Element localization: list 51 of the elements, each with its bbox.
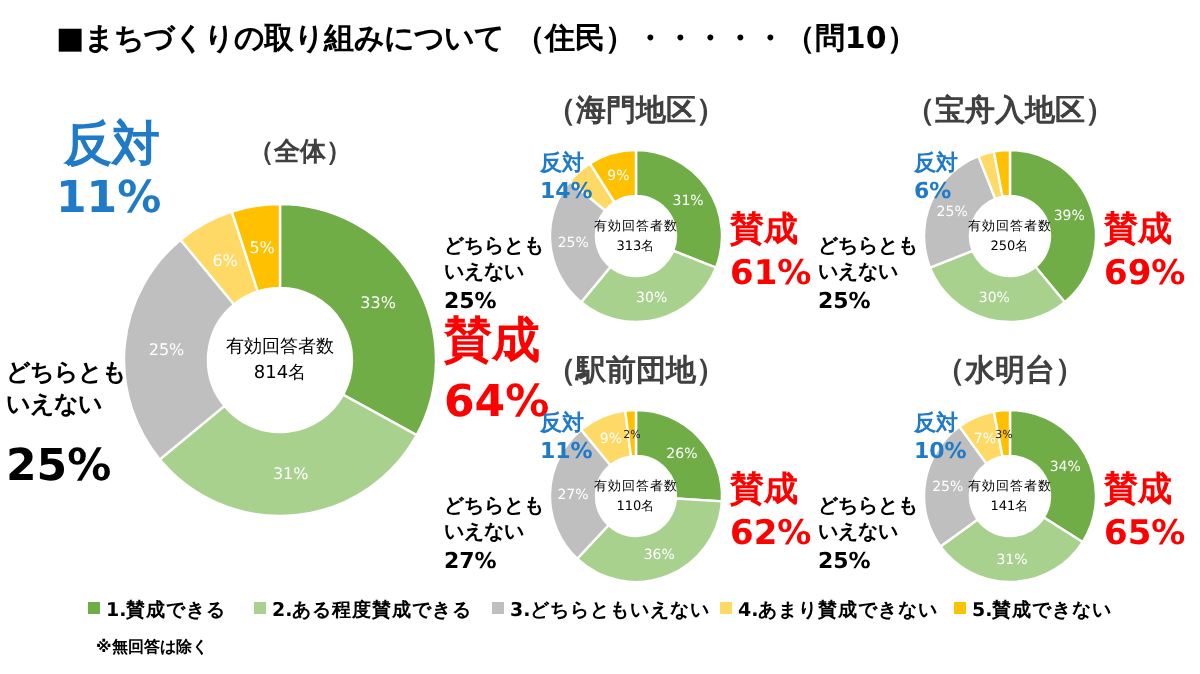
text: 賛成: [442, 312, 540, 368]
chart-title: （駅前団地）: [546, 352, 726, 388]
text: 65%: [1104, 514, 1186, 554]
legend-label: 1.賛成できる: [106, 598, 227, 622]
text: 10%: [914, 438, 967, 464]
text: 賛成: [728, 210, 798, 250]
text: 賛成: [1102, 470, 1172, 510]
text: 69%: [1104, 254, 1186, 294]
text: 814名: [253, 362, 307, 384]
text: いえない: [818, 262, 898, 284]
text: 25%: [818, 288, 871, 314]
text: いえない: [444, 262, 524, 284]
text: 反対: [912, 150, 958, 176]
data-label: 31%: [272, 465, 310, 484]
text: 賛成: [1102, 210, 1172, 250]
text: どちらとも: [6, 358, 126, 386]
text: 62%: [730, 514, 812, 554]
data-label: 6%: [212, 251, 239, 270]
text: 反対: [912, 410, 958, 436]
text: 賛成: [728, 470, 798, 510]
text: いえない: [6, 390, 102, 418]
text: 27%: [444, 548, 497, 574]
text: 有効回答者数: [226, 336, 334, 358]
text: 6%: [914, 178, 952, 204]
text: 25%: [444, 288, 497, 314]
chart-title: ■まちづくりの取り組みについて （住民）・・・・・（問10）: [56, 20, 917, 56]
text: 25%: [6, 442, 112, 492]
text: 11%: [56, 174, 162, 224]
text: どちらとも: [444, 496, 544, 518]
text: 11%: [540, 438, 593, 464]
chart-title: （水明台）: [935, 352, 1085, 388]
data-label: 25%: [148, 340, 186, 359]
legend-label: 4.あまり賛成できない: [738, 598, 939, 622]
data-label: 5%: [249, 239, 276, 257]
legend-label: 5.賛成できない: [972, 598, 1113, 622]
chart-subtitle: （全体）: [248, 138, 352, 168]
text: いえない: [444, 522, 524, 544]
text: どちらとも: [818, 236, 918, 258]
chart-title: （海門地区）: [546, 92, 726, 128]
text: どちらとも: [818, 496, 918, 518]
text: いえない: [818, 522, 898, 544]
text: 反対: [62, 116, 160, 172]
text: 反対: [538, 150, 584, 176]
legend-label: 3.どちらともいえない: [510, 600, 711, 622]
chart-title: （宝舟入地区）: [905, 92, 1115, 128]
text: 61%: [730, 254, 812, 294]
text: どちらとも: [444, 236, 544, 258]
text: ※無回答は除く: [96, 638, 208, 656]
legend-label: 2.ある程度賛成できる: [272, 598, 473, 622]
text: 25%: [818, 548, 871, 574]
data-label: 33%: [360, 293, 397, 312]
